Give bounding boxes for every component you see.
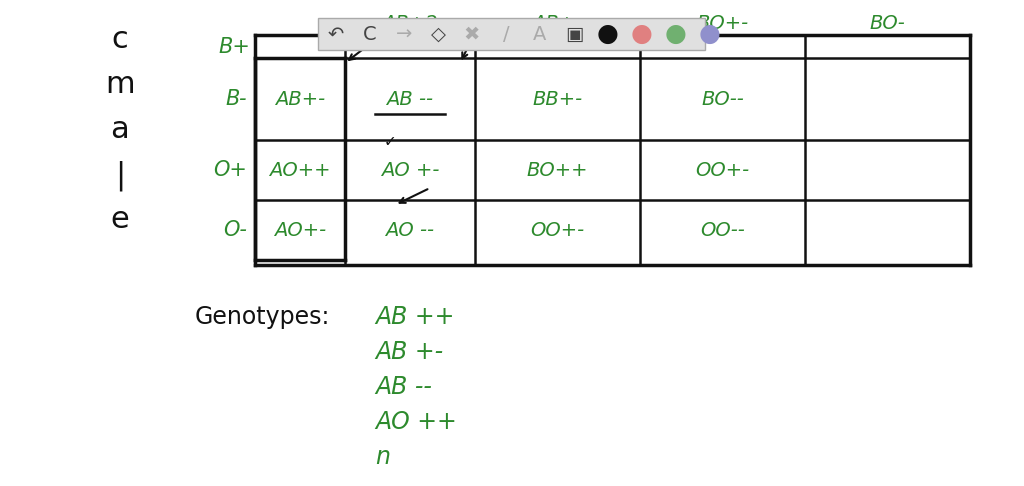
Text: AO --: AO -- [385, 221, 434, 240]
Text: a: a [111, 115, 129, 144]
Text: Genotypes:: Genotypes: [195, 305, 331, 329]
Text: ●: ● [631, 22, 653, 46]
Text: AO +-: AO +- [381, 160, 439, 179]
Text: A: A [534, 24, 547, 44]
Text: ↶: ↶ [328, 24, 344, 44]
Text: ✓: ✓ [393, 38, 407, 53]
Text: /: / [503, 24, 509, 44]
Text: ●: ● [597, 22, 618, 46]
Text: AB+-: AB+- [532, 14, 583, 33]
Text: AO ++: AO ++ [375, 410, 457, 434]
Text: n: n [375, 445, 390, 469]
Text: ●: ● [699, 22, 721, 46]
Text: B-: B- [225, 89, 247, 109]
Text: O-: O- [223, 220, 247, 240]
Text: ✓: ✓ [351, 38, 365, 53]
Text: ✖: ✖ [464, 24, 480, 44]
Text: BO-: BO- [869, 14, 905, 33]
Text: BO+-: BO+- [696, 14, 749, 33]
Text: →: → [396, 24, 413, 44]
Text: ◇: ◇ [430, 24, 445, 44]
Text: e: e [111, 205, 129, 234]
Text: BO++: BO++ [526, 160, 588, 179]
Text: AO++: AO++ [269, 160, 331, 179]
Text: OO--: OO-- [700, 221, 744, 240]
Text: |: | [115, 160, 125, 191]
Text: ✓: ✓ [384, 135, 396, 150]
Text: ▣: ▣ [565, 24, 584, 44]
Text: AO+-: AO+- [274, 221, 326, 240]
Text: AB+-: AB+- [274, 89, 325, 108]
Text: B+: B+ [218, 37, 250, 57]
Text: c: c [112, 25, 128, 54]
Text: AB --: AB -- [386, 89, 433, 108]
Text: C: C [364, 24, 377, 44]
Text: AB+2: AB+2 [382, 14, 437, 33]
Text: AB --: AB -- [375, 375, 432, 399]
Text: OO+-: OO+- [530, 221, 585, 240]
Text: BB+-: BB+- [532, 89, 583, 108]
Text: AB +-: AB +- [375, 340, 443, 364]
Text: AB ++: AB ++ [375, 305, 455, 329]
Text: BO--: BO-- [701, 89, 743, 108]
Bar [318, 18, 705, 50]
Text: m: m [105, 70, 135, 99]
Text: OO+-: OO+- [695, 160, 750, 179]
Text: O+: O+ [213, 160, 247, 180]
Text: ●: ● [665, 22, 687, 46]
